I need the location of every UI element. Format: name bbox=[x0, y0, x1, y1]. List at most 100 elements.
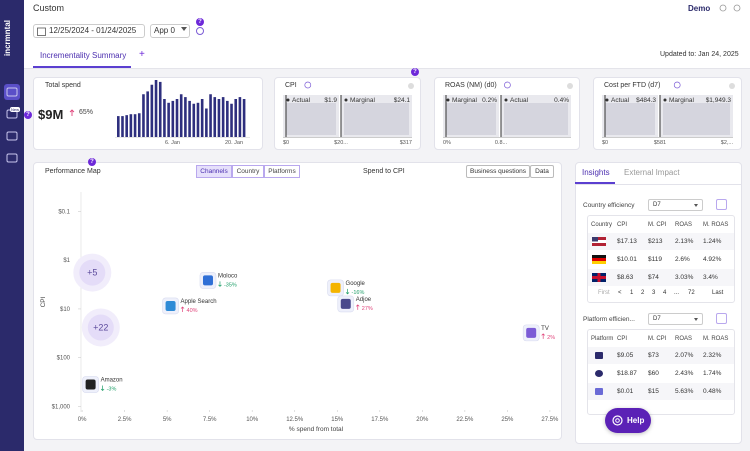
spend-bar bbox=[142, 94, 145, 137]
page-link[interactable]: Last bbox=[712, 290, 724, 296]
gauge-label: Marginal bbox=[669, 97, 694, 104]
x-tick-label: 10% bbox=[246, 417, 259, 423]
scatter: $0.1 $1 $10 $100 $1,000 0% 2.5% 5% 7.5% 10% 12.5% 1… bbox=[40, 192, 559, 433]
change-arrow bbox=[356, 304, 360, 310]
cell: $15 bbox=[648, 388, 659, 395]
gauge-axis-label: 0.8... bbox=[495, 140, 508, 146]
gauge-axis-label: $0 bbox=[283, 140, 289, 146]
x-tick-label: 5% bbox=[163, 417, 172, 423]
country-flag bbox=[592, 255, 606, 264]
cell: $17.13 bbox=[617, 238, 637, 245]
help-badge[interactable]: ? bbox=[411, 68, 419, 76]
legend-dot bbox=[446, 98, 450, 102]
platform-shape bbox=[595, 370, 603, 377]
tab-active[interactable]: Incrementality Summary bbox=[40, 51, 127, 60]
settings-button[interactable] bbox=[716, 199, 727, 210]
spend-bar bbox=[209, 94, 212, 137]
spend-bar bbox=[125, 115, 128, 137]
change-arrow bbox=[218, 281, 222, 287]
channel-point bbox=[202, 275, 213, 286]
column-header: M. ROAS bbox=[703, 222, 729, 228]
x-tick-label: 25% bbox=[501, 417, 514, 423]
channel-change: 27% bbox=[362, 306, 373, 312]
gauge-value: $1,949.3 bbox=[706, 97, 732, 104]
gauge: Actual $484.3 Marginal $1,949.3 $0 $581 $2,... bbox=[602, 81, 735, 146]
add-filter[interactable] bbox=[196, 27, 204, 35]
cell: 2.32% bbox=[703, 352, 722, 359]
help-icon bbox=[612, 415, 623, 426]
spend-change: 65% bbox=[79, 109, 94, 116]
date-range[interactable]: 12/25/2024 - 01/24/2025 bbox=[49, 26, 137, 35]
flag-stripe bbox=[592, 255, 606, 258]
page-link[interactable]: First bbox=[598, 290, 610, 296]
cell: 3.4% bbox=[703, 274, 718, 281]
user-name[interactable]: Demo bbox=[688, 4, 711, 13]
page-link[interactable]: ... bbox=[674, 290, 680, 296]
gauge: Actual $1.9 Marginal $24.1 $0 $20... $317 bbox=[283, 81, 414, 146]
segment[interactable]: Country bbox=[232, 165, 264, 178]
tab-divider bbox=[575, 184, 742, 185]
settings-button[interactable] bbox=[716, 313, 727, 324]
gauge-value: 0.4% bbox=[554, 97, 569, 104]
column-header: CPI bbox=[617, 336, 628, 342]
period-select[interactable] bbox=[648, 199, 703, 211]
button[interactable]: Data bbox=[530, 165, 554, 178]
cell: 0.48% bbox=[703, 388, 722, 395]
card-title: CPI bbox=[285, 82, 297, 89]
select-caret bbox=[694, 204, 698, 207]
spend-bar bbox=[179, 94, 183, 137]
date-picker[interactable] bbox=[33, 24, 145, 38]
gauge-label: Actual bbox=[292, 97, 311, 104]
column-header: Country bbox=[591, 222, 613, 228]
app-label[interactable]: App 0 bbox=[154, 26, 175, 35]
help-label[interactable]: Help bbox=[627, 416, 645, 425]
channel-point bbox=[340, 298, 351, 309]
user-icon bbox=[719, 4, 727, 12]
help-badge[interactable]: ? bbox=[24, 111, 32, 119]
help-core bbox=[615, 418, 620, 423]
cell: 1.24% bbox=[703, 238, 722, 245]
spend-bar bbox=[238, 97, 242, 137]
flag-stripe bbox=[592, 237, 606, 240]
page-link[interactable]: < bbox=[618, 290, 622, 296]
page-link[interactable]: 4 bbox=[663, 290, 667, 296]
period-label[interactable]: D7 bbox=[653, 316, 661, 322]
button[interactable]: Business questions bbox=[466, 165, 530, 178]
settings-icon bbox=[733, 4, 741, 12]
page-link[interactable]: 72 bbox=[688, 290, 695, 296]
cell: $73 bbox=[648, 352, 659, 359]
x-label: 20. Jan bbox=[225, 140, 244, 146]
segment[interactable]: Platforms bbox=[264, 165, 300, 178]
select-caret bbox=[694, 318, 698, 321]
channel-name: Moloco bbox=[218, 273, 238, 279]
insights-tab[interactable]: Insights bbox=[582, 168, 610, 177]
cell: 5.63% bbox=[675, 388, 694, 395]
spend-bar bbox=[184, 97, 187, 137]
period-select[interactable] bbox=[648, 313, 703, 325]
channel-name: TV bbox=[541, 326, 549, 332]
spend-bar bbox=[158, 81, 162, 137]
flag-canton bbox=[592, 237, 598, 242]
column-header: M. ROAS bbox=[703, 336, 729, 342]
help-badge[interactable]: ? bbox=[88, 158, 96, 166]
help-badge[interactable]: ? bbox=[196, 18, 204, 26]
column-header: M. CPI bbox=[648, 222, 667, 228]
calendar-icon bbox=[37, 27, 46, 36]
spend-bar bbox=[217, 99, 221, 137]
channel-change: -35% bbox=[224, 282, 237, 288]
gauge-label: Marginal bbox=[452, 97, 477, 104]
page-title: Custom bbox=[33, 3, 65, 13]
up-arrow bbox=[69, 109, 75, 116]
spend-bar bbox=[133, 114, 137, 137]
page-link[interactable]: 2 bbox=[641, 290, 645, 296]
segment-active[interactable]: Channels bbox=[196, 165, 232, 178]
app-select[interactable] bbox=[150, 24, 190, 38]
channel-change: -16% bbox=[352, 290, 365, 296]
tab-add[interactable]: + bbox=[139, 49, 145, 60]
gauge-axis-label: $0 bbox=[602, 140, 608, 146]
page-link[interactable]: 3 bbox=[652, 290, 656, 296]
insights-tab[interactable]: External Impact bbox=[624, 168, 680, 177]
period-label[interactable]: D7 bbox=[653, 202, 661, 208]
spend-bar bbox=[175, 99, 179, 137]
page-link[interactable]: 1 bbox=[630, 290, 634, 296]
